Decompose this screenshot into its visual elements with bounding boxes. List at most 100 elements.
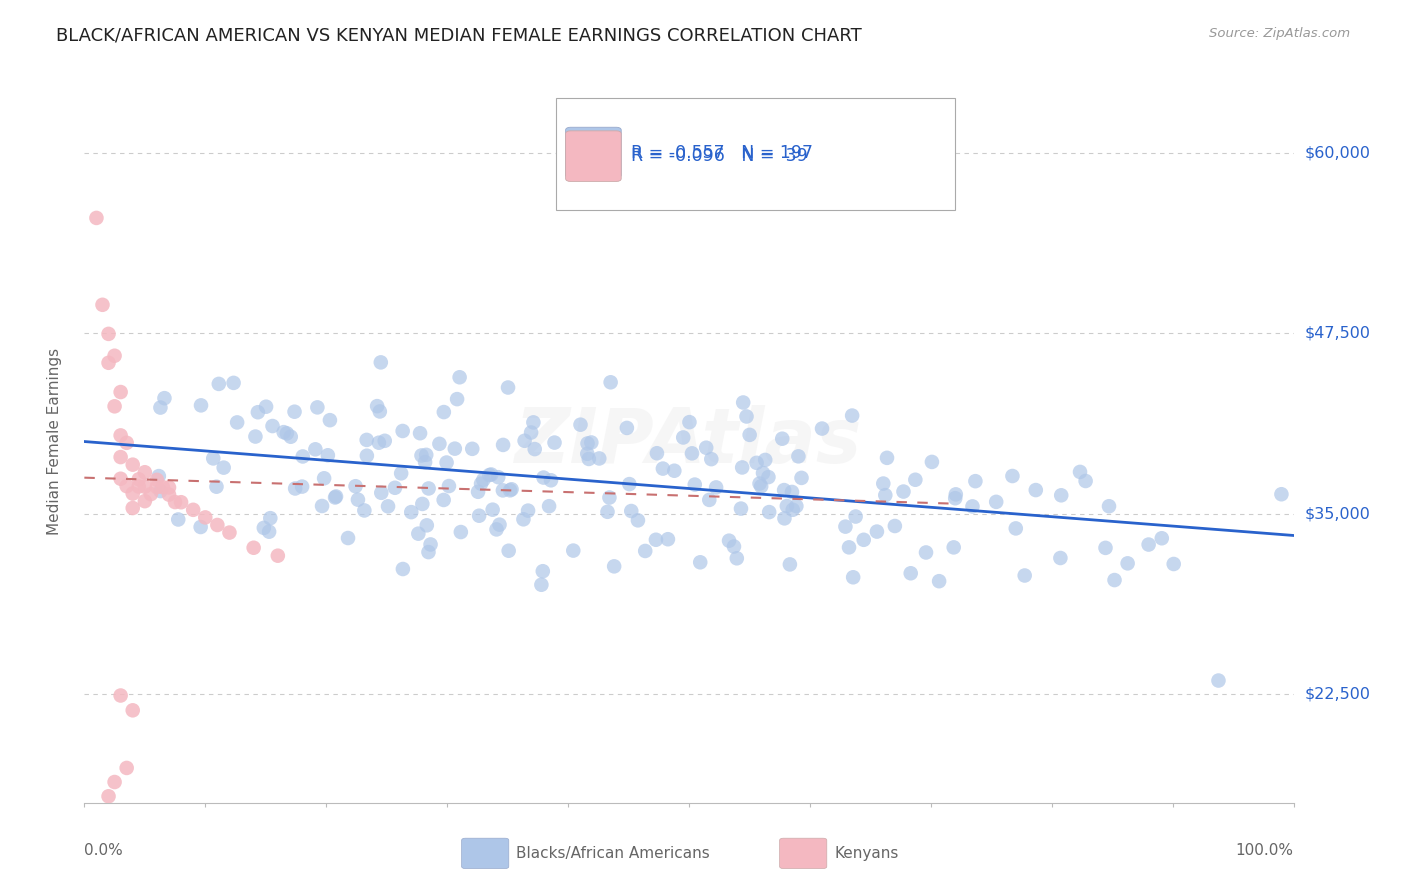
Point <box>928 574 950 589</box>
Point <box>202 451 225 466</box>
Point <box>110 689 132 703</box>
Point <box>377 500 399 514</box>
Point <box>841 409 863 423</box>
Point <box>104 775 127 789</box>
Point <box>314 471 336 485</box>
Point <box>433 492 456 507</box>
Point <box>523 442 546 456</box>
Point <box>883 519 905 533</box>
Point <box>134 465 156 479</box>
Point <box>110 472 132 486</box>
FancyBboxPatch shape <box>461 838 509 869</box>
Point <box>735 409 758 424</box>
Point <box>811 421 834 435</box>
Point <box>262 419 284 434</box>
Point <box>408 526 430 541</box>
Point <box>367 435 389 450</box>
Point <box>344 479 367 493</box>
Point <box>304 442 326 457</box>
Point <box>347 492 370 507</box>
Point <box>384 481 406 495</box>
Point <box>218 525 240 540</box>
Point <box>681 446 703 460</box>
Point <box>773 511 796 525</box>
Point <box>492 438 515 452</box>
Point <box>121 486 143 500</box>
Point <box>683 477 706 491</box>
Point <box>284 482 307 496</box>
Point <box>307 401 329 415</box>
Point <box>790 471 813 485</box>
Point <box>576 447 599 461</box>
Point <box>409 426 432 441</box>
Point <box>115 761 138 775</box>
Point <box>645 446 668 460</box>
Point <box>876 450 898 465</box>
Point <box>478 468 501 483</box>
Point <box>1208 673 1230 688</box>
Point <box>915 545 938 559</box>
Point <box>257 524 280 539</box>
Point <box>619 477 641 491</box>
Point <box>319 413 342 427</box>
Point <box>121 501 143 516</box>
Point <box>872 476 894 491</box>
Point <box>139 487 162 501</box>
Point <box>208 376 231 391</box>
Point <box>110 385 132 400</box>
Point <box>581 435 603 450</box>
Point <box>134 494 156 508</box>
Point <box>838 541 860 555</box>
Point <box>97 789 120 804</box>
Text: 100.0%: 100.0% <box>1236 843 1294 857</box>
Point <box>370 355 392 369</box>
FancyBboxPatch shape <box>565 131 621 181</box>
Point <box>157 480 180 494</box>
Point <box>226 416 249 430</box>
Point <box>834 519 856 533</box>
Point <box>291 480 314 494</box>
Point <box>499 483 522 498</box>
Point <box>181 503 204 517</box>
Point <box>531 564 554 578</box>
Point <box>1270 487 1292 501</box>
Point <box>429 437 451 451</box>
Point <box>291 450 314 464</box>
Point <box>657 533 679 547</box>
Point <box>678 415 700 429</box>
Point <box>1116 557 1139 571</box>
Point <box>704 480 727 494</box>
Point <box>149 484 172 499</box>
Point <box>634 544 657 558</box>
Point <box>280 430 302 444</box>
Text: Blacks/African Americans: Blacks/African Americans <box>516 846 710 861</box>
Point <box>770 432 793 446</box>
Point <box>128 479 150 493</box>
Point <box>461 442 484 456</box>
Point <box>530 578 553 592</box>
Point <box>316 448 339 462</box>
Point <box>416 518 439 533</box>
Text: R = -0.096   N =  39: R = -0.096 N = 39 <box>631 147 807 165</box>
Point <box>389 467 412 481</box>
Point <box>418 482 440 496</box>
Point <box>745 456 768 470</box>
Point <box>776 499 799 513</box>
Point <box>893 484 915 499</box>
Point <box>723 540 745 554</box>
Point <box>121 458 143 472</box>
Point <box>543 435 565 450</box>
Point <box>419 537 441 551</box>
Point <box>443 442 465 456</box>
Point <box>368 404 391 418</box>
Point <box>1004 521 1026 535</box>
Point <box>520 425 543 440</box>
Point <box>1098 500 1121 514</box>
Point <box>748 476 770 491</box>
Point <box>194 510 217 524</box>
Point <box>782 502 804 516</box>
Point <box>207 518 229 533</box>
Point <box>104 349 127 363</box>
Point <box>733 395 755 409</box>
Point <box>689 555 711 569</box>
